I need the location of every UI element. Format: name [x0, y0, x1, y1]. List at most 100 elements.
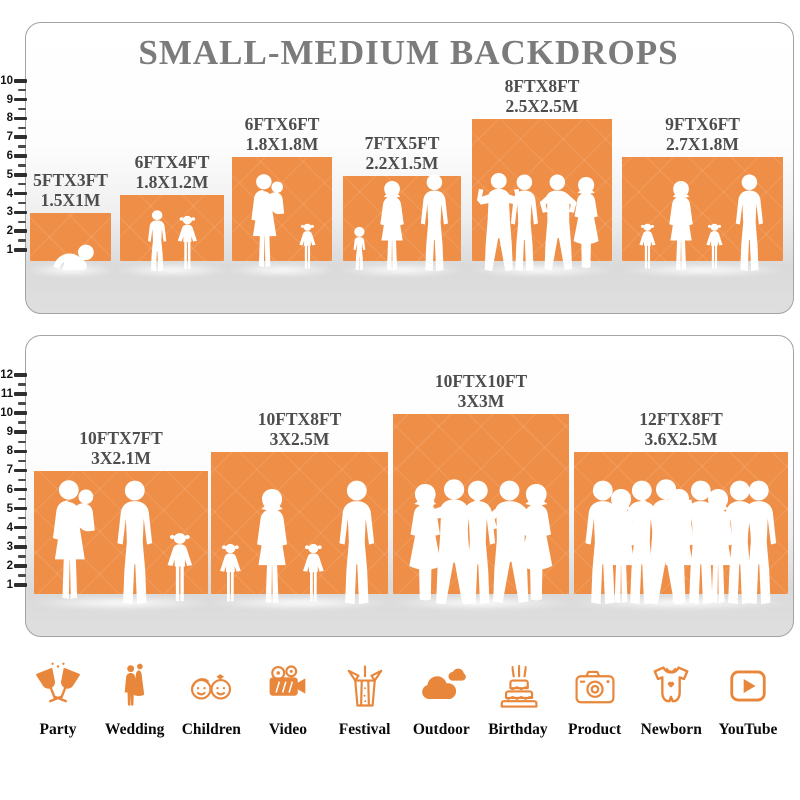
backdrop-size-label: 7FTX5FT 2.2X1.5M: [365, 133, 440, 173]
ruler-number: 7: [6, 464, 13, 477]
backdrop-bar: [120, 194, 224, 261]
ruler-tick-minor: [18, 516, 26, 520]
ruler-tick-minor: [18, 383, 26, 386]
newborn-icon: [653, 666, 689, 703]
category-label: Wedding: [104, 721, 165, 738]
ruler-tick-major: [14, 229, 27, 233]
person-silhouette: [663, 180, 699, 271]
person-silhouette: [374, 180, 410, 271]
ruler-tick-minor: [18, 239, 26, 242]
person-silhouette: [637, 223, 658, 271]
floor-reflection: [114, 263, 230, 277]
category-row: Party Wedding Children: [22, 660, 784, 739]
wedding-icon: [124, 663, 144, 706]
ruler-tick-minor: [18, 402, 26, 405]
person-silhouette: [144, 210, 170, 271]
ruler-tick-minor: [18, 201, 26, 205]
children-icon: [191, 674, 232, 700]
ruler-tick-major: [14, 506, 27, 511]
ruler-number: 1: [6, 244, 13, 256]
ruler-tick-major: [14, 583, 27, 587]
size-meters: 3X3M: [457, 391, 505, 412]
ruler-number: 8: [6, 112, 13, 125]
person-silhouette: [246, 174, 292, 271]
ruler-number: 2: [6, 559, 13, 572]
ruler-tick-minor: [18, 88, 26, 92]
ruler-number: 6: [6, 150, 13, 162]
size-meters: 2.7X1.8M: [666, 134, 739, 154]
ruler-number: 8: [6, 445, 13, 458]
person-silhouette: [249, 488, 295, 604]
ruler-tick-major: [14, 135, 27, 139]
ruler-number: 1: [6, 579, 13, 591]
person-silhouette: [175, 215, 200, 271]
floor-reflection: [466, 263, 618, 277]
size-feet: 7FTX5FT: [364, 132, 440, 153]
category-product: Product: [559, 660, 631, 739]
ruler-number: 4: [6, 521, 13, 534]
party-icon: [36, 662, 80, 703]
ruler-tick-major: [14, 564, 27, 568]
ruler-number: 3: [6, 540, 13, 553]
ruler-tick-major: [14, 525, 27, 530]
category-party: Party: [22, 660, 94, 739]
size-feet: 6FTX4FT: [134, 151, 210, 172]
person-silhouette: [734, 480, 784, 604]
floor-reflection: [28, 596, 214, 610]
ruler-number: 4: [6, 187, 13, 200]
medium-backdrops-panel: 10FTX7FT 3X2.1M 10FTX8FT 3X2.5M 10FTX10FT 3X3…: [25, 335, 794, 637]
ruler-tick-minor: [18, 421, 26, 424]
size-meters: 1.5X1M: [40, 190, 101, 211]
ruler-tick-minor: [18, 555, 26, 558]
ruler-tick-minor: [18, 220, 26, 224]
festival-icon: [347, 665, 382, 707]
category-birthday: Birthday: [482, 660, 554, 739]
category-children: Children: [175, 660, 247, 739]
ruler-tick-major: [14, 154, 27, 158]
backdrop-size-label: 6FTX4FT 1.8X1.2M: [135, 152, 210, 192]
backdrop-size-label: 9FTX6FT 2.7X1.8M: [665, 114, 740, 154]
ruler-tick-major: [14, 411, 27, 415]
floor-reflection: [226, 263, 338, 277]
category-label: Newborn: [640, 721, 702, 738]
ruler-tick-major: [14, 173, 27, 177]
ruler-number: 9: [6, 426, 13, 439]
ruler-tick-minor: [18, 440, 26, 443]
category-label: Birthday: [488, 721, 548, 738]
backdrop-size-label: 10FTX10FT 3X3M: [435, 371, 527, 411]
size-meters: 3X2.1M: [91, 448, 151, 469]
size-meters: 1.8X1.8M: [245, 134, 319, 154]
person-silhouette: [415, 174, 454, 271]
ruler-tick-major: [14, 468, 27, 473]
ruler-tick-major: [14, 392, 27, 396]
category-video: Video: [252, 660, 324, 739]
size-feet: 9FTX6FT: [665, 114, 740, 134]
ruler-tick-minor: [18, 478, 26, 482]
backdrop-bar: [30, 213, 111, 261]
ruler-tick-major: [14, 210, 27, 215]
ruler-number: 3: [6, 206, 13, 219]
backdrop-size-label: 6FTX6FT 1.8X1.8M: [245, 114, 320, 154]
ruler-number: 5: [6, 168, 13, 181]
category-label: Product: [568, 721, 622, 738]
person-silhouette: [350, 226, 369, 271]
person-silhouette: [110, 480, 160, 604]
ruler-tick-minor: [18, 107, 26, 111]
category-label: Outdoor: [412, 721, 470, 738]
category-label: Party: [39, 721, 77, 738]
person-silhouette: [564, 176, 608, 271]
category-label: YouTube: [718, 721, 778, 738]
person-silhouette: [44, 242, 96, 271]
size-meters: 3X2.5M: [269, 429, 330, 450]
backdrop-size-label: 10FTX7FT 3X2.1M: [79, 428, 163, 468]
category-label: Video: [268, 721, 308, 738]
person-silhouette: [164, 532, 196, 604]
size-feet: 10FTX8FT: [257, 409, 342, 430]
size-meters: 2.2X1.5M: [365, 152, 439, 173]
product-icon: [575, 670, 615, 704]
ruler-tick-major: [14, 487, 27, 492]
ruler-tick-minor: [18, 497, 26, 501]
small-backdrops-panel: 5FTX3FT 1.5X1M 6FTX4FT 1.8X1.2M 6FTX6FT 1.8X1…: [24, 22, 794, 314]
birthday-icon: [500, 664, 538, 708]
backdrop-size-label: 5FTX3FT 1.5X1M: [33, 170, 108, 210]
